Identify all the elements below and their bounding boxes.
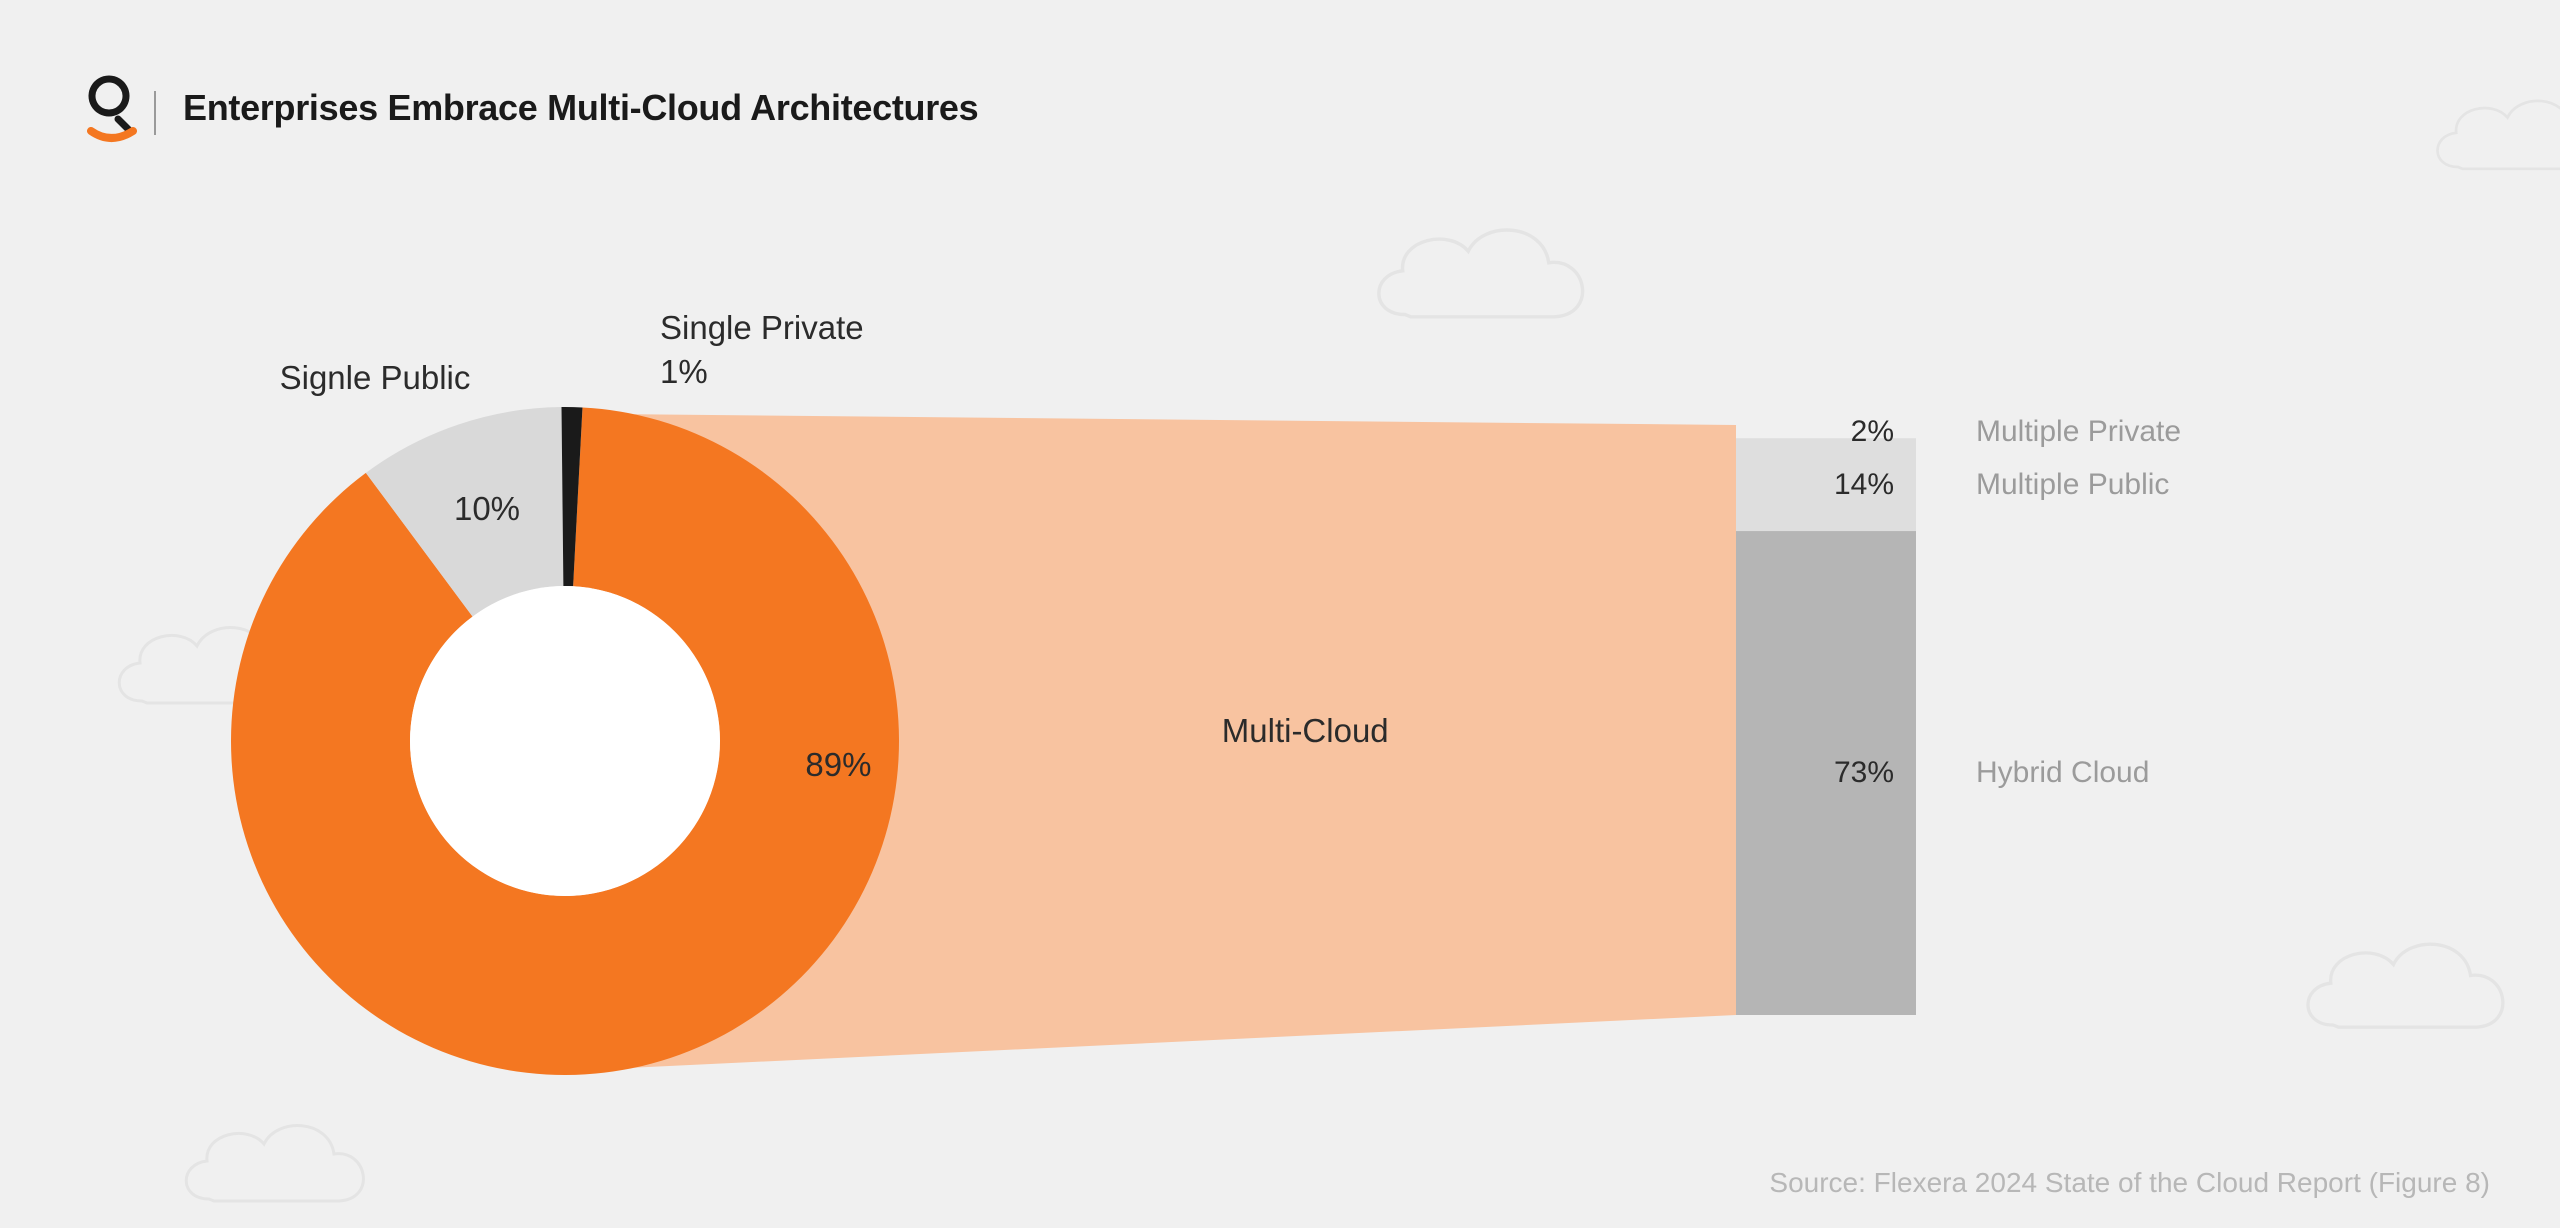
- breakdown-label-mpriv: Multiple Private: [1976, 415, 2181, 449]
- cloud-decoration: [2308, 944, 2503, 1027]
- breakdown-label-hyb: Hybrid Cloud: [1976, 756, 2149, 790]
- cloud-decoration: [186, 1126, 363, 1201]
- breakdown-pct-mpriv: 2%: [1851, 415, 1894, 449]
- donut-center: [410, 586, 720, 896]
- source-attribution: Source: Flexera 2024 State of the Cloud …: [1769, 1167, 2490, 1199]
- breakdown-label-mpub: Multiple Public: [1976, 468, 2169, 502]
- donut-pct-private: 1%: [660, 353, 708, 391]
- multicloud-label: Multi-Cloud: [1222, 712, 1389, 750]
- cloud-decoration: [1379, 230, 1583, 317]
- breakdown-pct-hyb: 73%: [1834, 756, 1894, 790]
- brand-logo: [91, 79, 133, 138]
- donut-pct-public: 10%: [454, 490, 520, 528]
- chart-title: Enterprises Embrace Multi-Cloud Architec…: [183, 87, 978, 129]
- breakdown-pct-mpub: 14%: [1834, 468, 1894, 502]
- infographic-canvas: Enterprises Embrace Multi-Cloud Architec…: [0, 0, 2560, 1228]
- donut-label-private: Single Private: [660, 309, 864, 347]
- donut-pct-multi: 89%: [805, 746, 871, 784]
- cloud-decoration: [2438, 101, 2560, 169]
- donut-label-public: Signle Public: [280, 359, 471, 397]
